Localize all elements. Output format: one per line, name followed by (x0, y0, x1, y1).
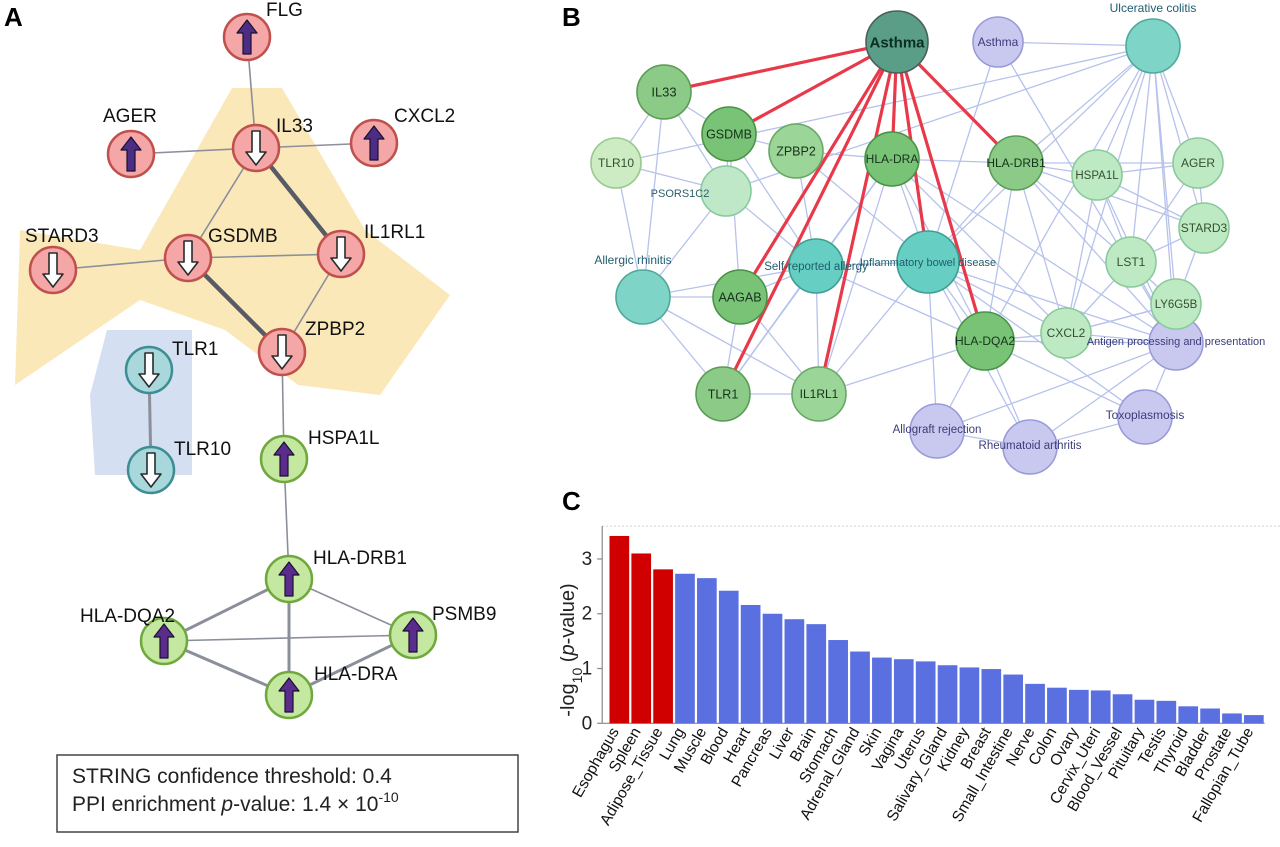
svg-text:IL1RL1: IL1RL1 (364, 222, 425, 243)
svg-text:PSORS1C2: PSORS1C2 (651, 188, 710, 200)
svg-text:GSDMB: GSDMB (706, 127, 752, 141)
svg-text:TLR10: TLR10 (598, 156, 634, 170)
svg-text:PSMB9: PSMB9 (432, 604, 496, 625)
svg-text:TLR1: TLR1 (172, 339, 218, 360)
svg-text:Asthma: Asthma (978, 35, 1019, 49)
svg-text:Self-reported allergy: Self-reported allergy (764, 261, 868, 273)
svg-text:Toxoplasmosis: Toxoplasmosis (1106, 408, 1185, 422)
svg-text:LST1: LST1 (1117, 255, 1146, 269)
svg-text:HLA-DRA: HLA-DRA (314, 664, 398, 685)
svg-text:AGER: AGER (103, 106, 157, 127)
svg-text:ZPBP2: ZPBP2 (305, 319, 365, 340)
svg-text:3: 3 (582, 549, 593, 570)
svg-text:HLA-DRB1: HLA-DRB1 (986, 156, 1046, 170)
svg-text:Ulcerative colitis: Ulcerative colitis (1110, 1, 1197, 15)
svg-text:HLA-DQA2: HLA-DQA2 (955, 334, 1015, 348)
svg-text:HLA-DRA: HLA-DRA (866, 152, 919, 166)
svg-text:AGER: AGER (1181, 156, 1215, 170)
svg-text:HLA-DQA2: HLA-DQA2 (80, 606, 175, 627)
svg-text:TLR1: TLR1 (708, 387, 739, 401)
svg-text:Allergic rhinitis: Allergic rhinitis (594, 253, 671, 267)
svg-text:STARD3: STARD3 (1181, 221, 1228, 235)
svg-text:IL33: IL33 (276, 116, 313, 137)
svg-text:FLG: FLG (266, 0, 303, 21)
svg-text:HSPA1L: HSPA1L (1075, 170, 1119, 182)
svg-text:PPI enrichment p-value: 1.4 ×: PPI enrichment p-value: 1.4 × 10-10 (72, 789, 399, 816)
svg-text:Antigen processing and present: Antigen processing and presentation (1087, 336, 1266, 348)
svg-text:IL33: IL33 (651, 85, 676, 100)
svg-text:0: 0 (582, 713, 593, 734)
svg-text:STARD3: STARD3 (25, 226, 99, 247)
svg-text:2: 2 (582, 604, 593, 625)
svg-text:ZPBP2: ZPBP2 (776, 144, 816, 158)
svg-text:Asthma: Asthma (869, 34, 925, 51)
svg-text:IL1RL1: IL1RL1 (800, 387, 839, 401)
svg-text:HLA-DRB1: HLA-DRB1 (313, 548, 407, 569)
svg-text:CXCL2: CXCL2 (1047, 326, 1086, 340)
svg-text:STRING confidence threshold: 0: STRING confidence threshold: 0.4 (72, 765, 392, 788)
svg-text:LY6G5B: LY6G5B (1155, 299, 1198, 311)
svg-text:AAGAB: AAGAB (718, 290, 761, 304)
svg-text:Inflammatory bowel disease: Inflammatory bowel disease (860, 257, 996, 269)
svg-text:CXCL2: CXCL2 (394, 106, 455, 127)
svg-text:TLR10: TLR10 (174, 439, 231, 460)
svg-text:GSDMB: GSDMB (208, 226, 278, 247)
svg-text:HSPA1L: HSPA1L (308, 428, 379, 449)
